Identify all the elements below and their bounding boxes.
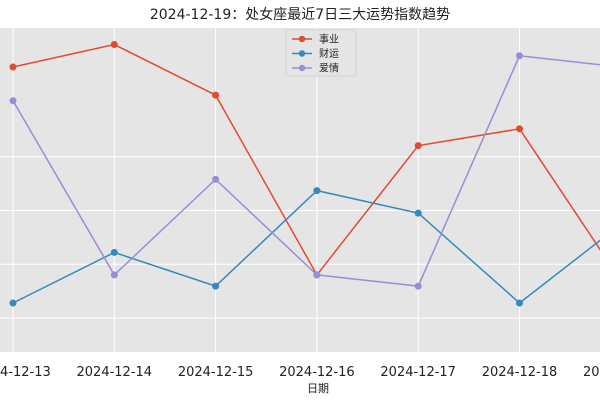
series-1 xyxy=(9,187,600,307)
data-point xyxy=(110,271,118,279)
data-point xyxy=(9,63,17,71)
legend-marker xyxy=(298,35,306,43)
data-point xyxy=(212,282,220,290)
x-tick-label: 2024-12-18 xyxy=(482,365,558,380)
data-point xyxy=(313,187,321,195)
legend-label: 事业 xyxy=(319,33,339,46)
grid-lines xyxy=(0,28,600,352)
x-axis-label: 日期 xyxy=(307,382,329,395)
data-point xyxy=(110,41,118,49)
x-tick-labels: 2024-12-13 2024-12-14 2024-12-15 2024-12-16… xyxy=(0,365,600,380)
x-tick-label: 2024-12-16 xyxy=(279,365,355,380)
data-point xyxy=(9,97,17,105)
data-point xyxy=(414,142,422,150)
data-point xyxy=(516,52,523,60)
series-layer xyxy=(9,41,600,307)
data-point xyxy=(414,282,422,290)
data-point xyxy=(516,125,523,133)
chart-title: 2024-12-19：处女座最近7日三大运势指数趋势 xyxy=(150,6,450,23)
x-tick-label: 2024-12-19 xyxy=(583,365,600,380)
x-tick-label: 2024-12-17 xyxy=(380,365,456,380)
legend-item: 事业 xyxy=(292,33,339,46)
legend-marker xyxy=(298,50,306,57)
data-point xyxy=(212,91,220,99)
data-point xyxy=(414,209,422,217)
legend-marker xyxy=(298,64,306,72)
x-tick-label: 2024-12-14 xyxy=(77,365,153,380)
x-tick-label: 2024-12-13 xyxy=(0,365,51,380)
series-2 xyxy=(9,52,600,290)
legend-item: 爱情 xyxy=(292,62,339,75)
legend-label: 爱情 xyxy=(319,62,339,75)
legend-label: 财运 xyxy=(319,47,339,60)
data-point xyxy=(313,271,321,279)
data-point xyxy=(9,299,17,307)
plot-background xyxy=(0,28,600,352)
x-tick-label: 2024-12-15 xyxy=(178,365,254,380)
data-point xyxy=(516,299,523,307)
data-point xyxy=(212,175,220,183)
data-point xyxy=(110,248,118,256)
legend-item: 财运 xyxy=(292,47,339,60)
